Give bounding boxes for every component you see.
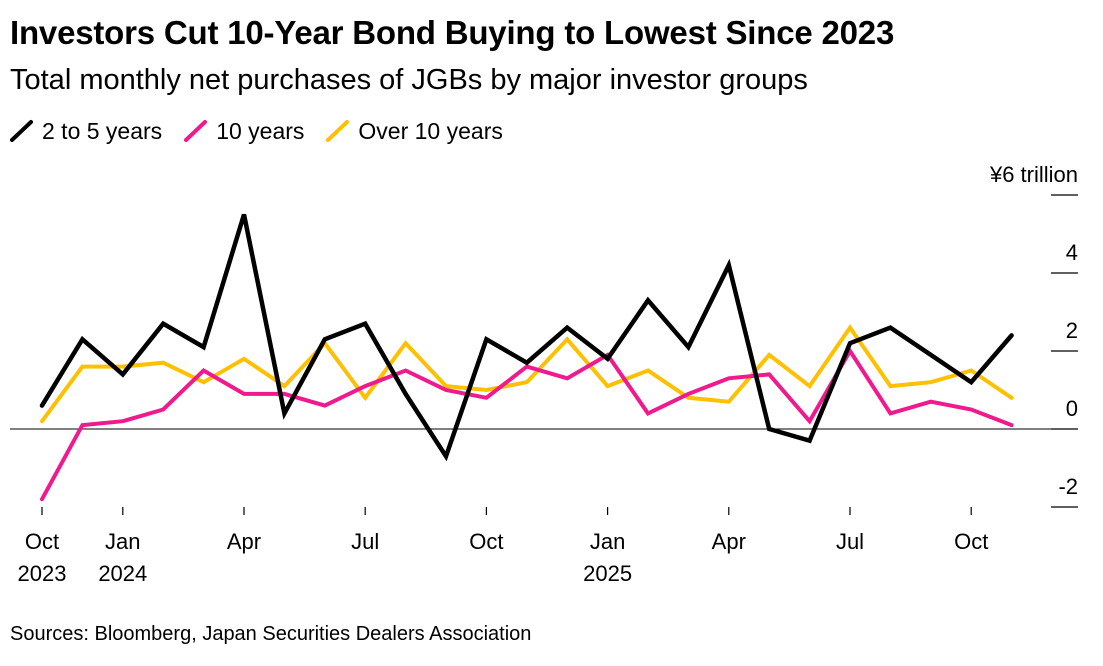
legend-item-10-years: 10 years <box>184 118 304 145</box>
x-tick-label: Apr <box>712 529 746 554</box>
x-tick-year-label: 2023 <box>18 561 67 586</box>
y-tick-label: 2 <box>1066 318 1078 343</box>
y-tick-label: ¥6 trillion <box>989 162 1078 187</box>
chart-subtitle: Total monthly net purchases of JGBs by m… <box>10 64 808 96</box>
source-note: Sources: Bloomberg, Japan Securities Dea… <box>10 623 532 645</box>
series-layer <box>39 213 1014 502</box>
x-tick-label: Jan <box>105 529 140 554</box>
legend-label-2-to-5-years: 2 to 5 years <box>42 117 163 144</box>
x-tick-label: Jul <box>836 529 864 554</box>
y-tick-label: 0 <box>1066 396 1078 421</box>
legend-swatch-2-to-5-years <box>10 120 33 142</box>
legend-swatch-10-years <box>184 120 208 142</box>
legend-swatch-over-10-years <box>326 120 350 142</box>
legend-label-10-years: 10 years <box>216 117 305 144</box>
x-axis: Oct 2023 Jan 2024 Apr Jul Oct Jan 2025 Apr Jul Oct <box>18 507 988 586</box>
legend-item-over-10-years: Over 10 years <box>326 117 503 145</box>
x-tick-year-label: 2025 <box>583 561 632 586</box>
series-line-over-10-years <box>40 324 1014 424</box>
legend-label-over-10-years: Over 10 years <box>358 117 503 144</box>
chart-title: Investors Cut 10-Year Bond Buying to Low… <box>10 14 895 51</box>
x-tick-label: Oct <box>25 529 59 554</box>
legend-item-2-to-5-years: 2 to 5 years <box>10 118 162 145</box>
y-tick-label: 4 <box>1066 240 1078 265</box>
series-line-2-to-5-years <box>39 213 1014 462</box>
series-line-10-years <box>40 347 1014 502</box>
x-tick-label: Jul <box>351 529 379 554</box>
legend: 2 to 5 years 10 years Over 10 years <box>10 116 525 146</box>
x-tick-label: Oct <box>469 529 503 554</box>
x-tick-year-label: 2024 <box>98 561 147 586</box>
y-axis: -2 0 2 4 ¥6 trillion <box>10 162 1078 508</box>
x-tick-label: Apr <box>227 529 261 554</box>
x-tick-label: Oct <box>954 529 988 554</box>
y-tick-label: -2 <box>1058 474 1078 499</box>
x-tick-label: Jan <box>590 529 625 554</box>
